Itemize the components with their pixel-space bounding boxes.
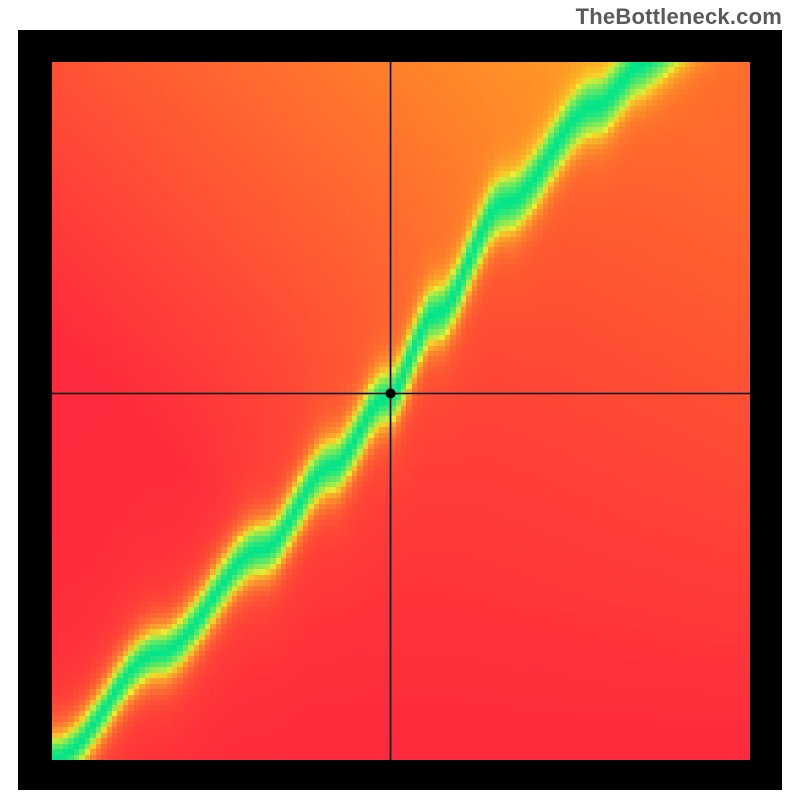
bottleneck-heatmap [0,0,800,800]
